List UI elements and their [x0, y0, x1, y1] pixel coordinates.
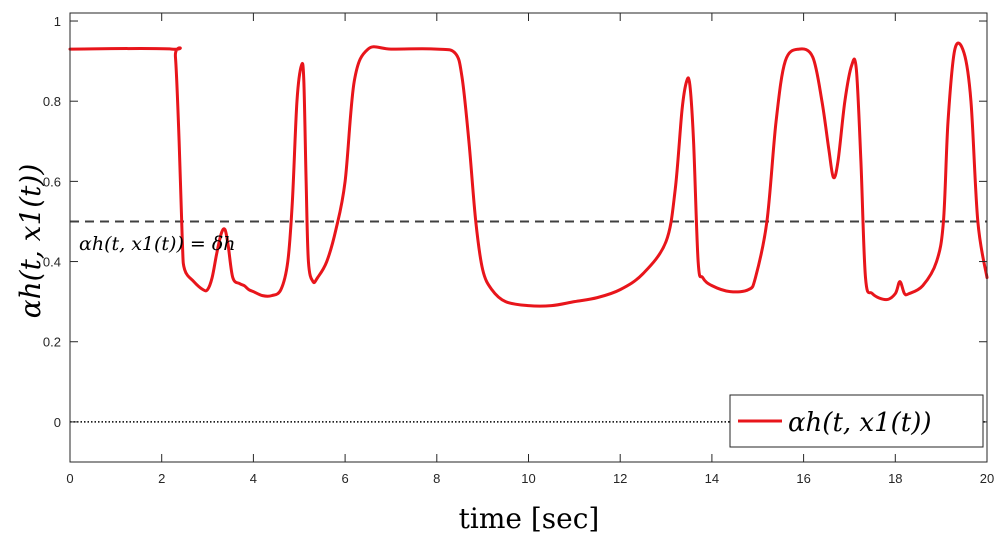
y-tick-label: 0.4 — [43, 255, 61, 270]
y-tick-label: 0.6 — [43, 174, 61, 189]
axes: 0 2 4 6 8 10 12 14 16 18 20 0 0.2 0.4 0.6 0.8 1 — [43, 12, 994, 486]
x-axis-title: time [sec] — [459, 502, 600, 535]
x-tick-label: 16 — [796, 471, 810, 486]
x-tick-label: 6 — [341, 471, 348, 486]
legend-label: αh(t, x1(t)) — [788, 408, 932, 438]
y-axis-title: αh(t, x1(t)) — [14, 164, 47, 319]
x-tick-label: 14 — [705, 471, 719, 486]
y-tick-label: 0 — [54, 415, 61, 430]
x-tick-label: 2 — [158, 471, 165, 486]
x-tick-label: 12 — [613, 471, 627, 486]
legend: αh(t, x1(t)) — [729, 394, 984, 448]
x-tick-label: 18 — [888, 471, 902, 486]
x-tick-label: 0 — [66, 471, 73, 486]
x-tick-label: 8 — [433, 471, 440, 486]
y-tick-label: 0.2 — [43, 335, 61, 350]
series-line-0 — [68, 41, 989, 308]
y-tick-label: 0.8 — [43, 94, 61, 109]
x-tick-label: 10 — [521, 471, 535, 486]
threshold-annotation: αh(t, x1(t)) = δh — [79, 233, 236, 255]
y-tick-label: 1 — [54, 14, 61, 29]
x-tick-label: 20 — [980, 471, 994, 486]
x-tick-label: 4 — [250, 471, 257, 486]
